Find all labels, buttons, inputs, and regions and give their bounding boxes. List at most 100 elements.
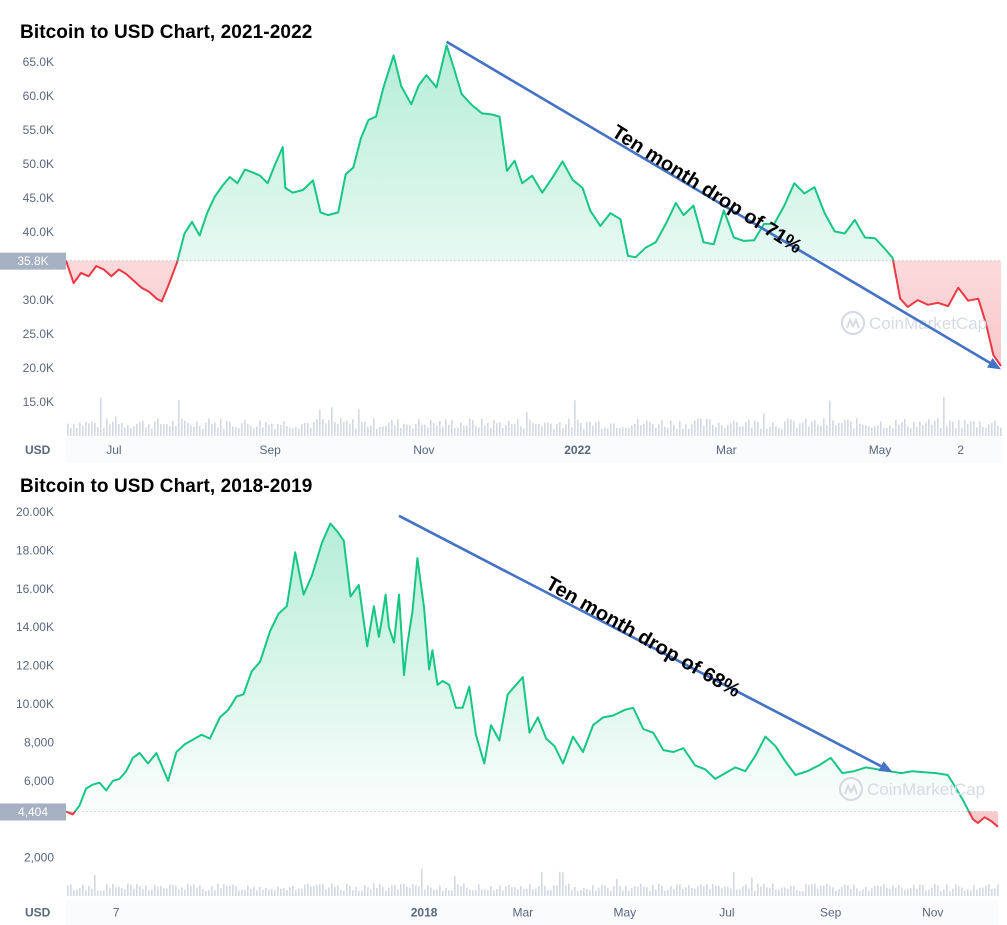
price-point (411, 104, 413, 106)
price-point (537, 717, 539, 719)
price-point (286, 605, 288, 607)
chart-panel-2021-2022: Bitcoin to USD Chart, 2021-2022 15.0K 20.… (0, 0, 1007, 463)
price-point (490, 724, 492, 726)
volume-bars (67, 868, 999, 896)
price-point (562, 763, 564, 765)
price-point (865, 767, 867, 769)
price-point (957, 287, 959, 289)
price-point (600, 225, 602, 227)
price-point (844, 233, 846, 235)
price-point (448, 684, 450, 686)
price-point (141, 287, 143, 289)
price-point (475, 734, 477, 736)
watermark: CoinMarketCap (840, 310, 987, 336)
price-point (853, 770, 855, 772)
price-point (529, 732, 531, 734)
trend-arrow-head (987, 358, 1001, 370)
price-point (977, 822, 979, 824)
x-tick-label: 2 (957, 443, 964, 457)
price-point (665, 223, 667, 225)
price-point (683, 214, 685, 216)
price-point (237, 182, 239, 184)
price-point (643, 728, 645, 730)
price-point (321, 542, 323, 544)
price-point (997, 826, 999, 828)
price-point (393, 55, 395, 57)
price-point (794, 182, 796, 184)
y-tick-label: 18.00K (16, 543, 54, 557)
price-point (176, 262, 178, 264)
price-point (400, 85, 402, 87)
trend-arrow-line (445, 40, 991, 364)
current-price-label: 35.8K (17, 254, 48, 268)
price-point (111, 276, 113, 278)
price-point (899, 298, 901, 300)
price-point (259, 175, 261, 177)
price-point (713, 244, 715, 246)
price-point (842, 772, 844, 774)
price-point (967, 300, 969, 302)
price-point (972, 818, 974, 820)
price-point (694, 765, 696, 767)
price-point (167, 780, 169, 782)
chart-panel-2018-2019: Bitcoin to USD Chart, 2018-2019 2,000 6,0… (0, 468, 1007, 925)
x-tick-label: 2022 (564, 443, 591, 457)
price-point (373, 605, 375, 607)
drop-annotation: Ten month drop of 68% (542, 573, 744, 703)
price-point (206, 212, 208, 214)
price-point (126, 273, 128, 275)
price-point (219, 717, 221, 719)
price-point (675, 202, 677, 204)
price-point (818, 765, 820, 767)
x-tick-label: 2018 (411, 906, 438, 920)
price-line-up (65, 44, 895, 261)
y-tick-label: 8,000 (24, 735, 54, 749)
price-point (133, 280, 135, 282)
price-point (105, 790, 107, 792)
x-tick-label: Nov (922, 906, 943, 920)
price-point (884, 248, 886, 250)
price-point (582, 187, 584, 189)
y-tick-label: 20.00K (16, 505, 54, 519)
price-point (462, 707, 464, 709)
price-point (337, 212, 339, 214)
trend-arrow-line (398, 514, 882, 768)
price-point (864, 237, 866, 239)
price-point (85, 788, 87, 790)
price-point (735, 767, 737, 769)
price-point (947, 305, 949, 307)
price-point (653, 732, 655, 734)
price-point (330, 523, 332, 525)
current-price-marker (0, 803, 66, 821)
x-tick-label: Jul (719, 906, 734, 920)
trend-arrow (398, 514, 893, 773)
price-point (663, 749, 665, 751)
price-point (311, 575, 313, 577)
x-tick-label: Jul (106, 443, 121, 457)
price-point (514, 160, 516, 162)
trend-arrow (445, 40, 1001, 370)
price-point (214, 196, 216, 198)
price-point (515, 684, 517, 686)
price-point (99, 782, 101, 784)
price-point (967, 809, 969, 811)
price-point (278, 613, 280, 615)
price-point (704, 769, 706, 771)
price-point (693, 205, 695, 207)
price-point (499, 740, 501, 742)
price-point (88, 276, 90, 278)
price-point (407, 644, 409, 646)
price-point (924, 771, 926, 773)
price-point (184, 744, 186, 746)
price-point (632, 707, 634, 709)
price-point (103, 269, 105, 271)
price-point (139, 752, 141, 754)
price-area-down (66, 260, 1001, 366)
price-point (437, 684, 439, 686)
price-point (804, 193, 806, 195)
price-point (244, 169, 246, 171)
price-point (991, 820, 993, 822)
price-point (830, 757, 832, 759)
price-point (937, 302, 939, 304)
price-point (602, 717, 604, 719)
